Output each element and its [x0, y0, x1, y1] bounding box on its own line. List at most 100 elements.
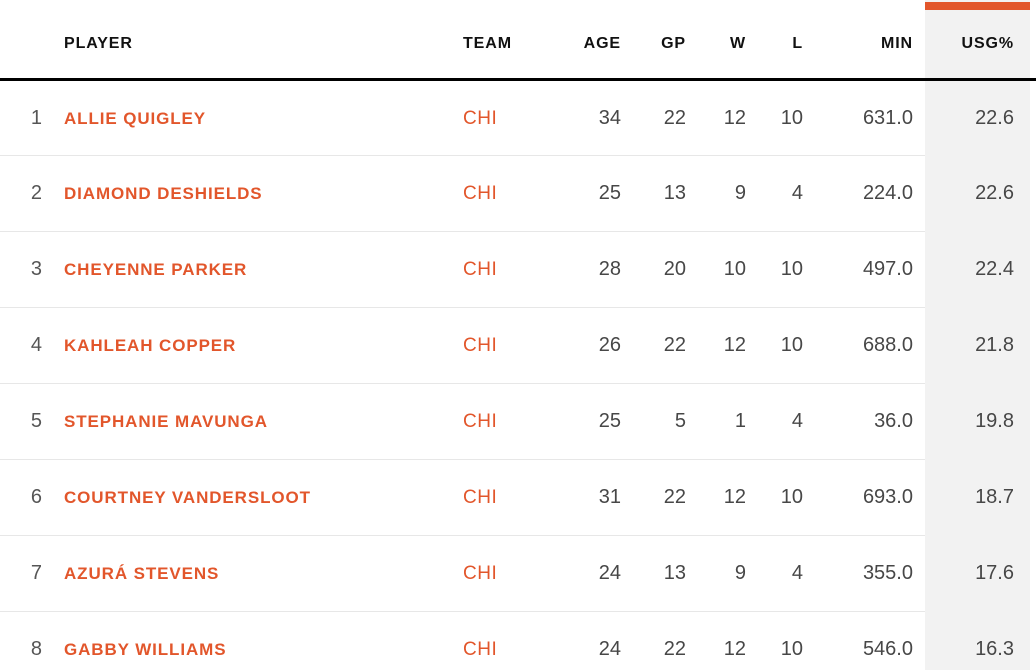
team-cell: CHI	[447, 383, 525, 460]
player-link[interactable]: DIAMOND DESHIELDS	[64, 184, 263, 203]
gp-cell: 20	[621, 231, 686, 308]
w-cell: 12	[686, 459, 746, 536]
min-cell: 688.0	[803, 307, 925, 384]
min-cell: 546.0	[862, 638, 913, 661]
usg-cell: 21.8	[925, 307, 1030, 384]
header-spacer	[1030, 0, 1036, 81]
player-link[interactable]: ALLIE QUIGLEY	[64, 108, 207, 128]
team-cell: CHI	[447, 612, 525, 670]
rank-cell: 6	[0, 459, 42, 536]
age-cell: 24	[598, 638, 621, 661]
team-link[interactable]: CHI	[463, 563, 498, 584]
row-spacer	[1030, 155, 1036, 232]
column-header-w[interactable]: W	[686, 0, 746, 81]
player-link[interactable]: STEPHANIE MAVUNGA	[64, 412, 268, 431]
table-row: 2 DIAMOND DESHIELDS CHI 25 13 9 4 224.0 …	[0, 155, 1036, 232]
min-cell: 693.0	[803, 459, 925, 536]
age-cell: 25	[525, 155, 621, 232]
table-row: 6 COURTNEY VANDERSLOOT CHI 31 22 12 10 6…	[0, 459, 1036, 536]
team-cell: CHI	[447, 79, 525, 156]
l-cell: 4	[746, 155, 803, 232]
w-cell: 1	[686, 383, 746, 460]
column-header-team[interactable]: TEAM	[447, 0, 525, 81]
gp-cell: 5	[621, 383, 686, 460]
player-cell: COURTNEY VANDERSLOOT	[42, 459, 447, 536]
age-cell: 34	[525, 79, 621, 156]
player-cell: DIAMOND DESHIELDS	[42, 155, 447, 232]
l-cell: 10	[746, 231, 803, 308]
gp-cell: 13	[621, 155, 686, 232]
header-row: PLAYER TEAM AGE GP W L MIN USG%	[0, 0, 1036, 81]
player-link[interactable]: AZURÁ STEVENS	[64, 564, 220, 583]
row-spacer	[1030, 79, 1036, 156]
min-cell: 497.0	[803, 231, 925, 308]
column-header-l[interactable]: L	[746, 0, 803, 81]
gp-cell: 22	[621, 307, 686, 384]
team-link[interactable]: CHI	[463, 259, 498, 280]
table-row: 4 KAHLEAH COPPER CHI 26 22 12 10 688.0 2…	[0, 307, 1036, 384]
row-spacer	[1030, 383, 1036, 460]
table-row: 5 STEPHANIE MAVUNGA CHI 25 5 1 4 36.0 19…	[0, 383, 1036, 460]
usg-cell: 17.6	[925, 535, 1030, 612]
row-spacer	[1030, 459, 1036, 536]
table-row: 7 AZURÁ STEVENS CHI 24 13 9 4 355.0 17.6	[0, 535, 1036, 612]
min-cell: 36.0	[803, 383, 925, 460]
usg-cell: 22.6	[925, 155, 1030, 232]
team-link[interactable]: CHI	[463, 107, 498, 129]
usg-cell: 22.6	[925, 79, 1030, 156]
row-spacer	[1030, 307, 1036, 384]
rank-cell: 8	[30, 638, 42, 661]
team-link[interactable]: CHI	[463, 487, 498, 508]
rank-cell: 3	[0, 231, 42, 308]
usg-cell: 16.3	[925, 611, 1030, 670]
player-cell: GABBY WILLIAMS	[42, 612, 447, 670]
rank-cell: 5	[0, 383, 42, 460]
player-cell: ALLIE QUIGLEY	[42, 79, 447, 156]
team-link[interactable]: CHI	[463, 335, 498, 356]
rank-cell: 2	[0, 155, 42, 232]
gp-cell: 22	[663, 638, 686, 661]
rank-cell: 1	[0, 79, 42, 156]
w-cell: 9	[686, 535, 746, 612]
player-cell: AZURÁ STEVENS	[42, 535, 447, 612]
age-cell: 31	[525, 459, 621, 536]
team-link[interactable]: CHI	[463, 411, 498, 432]
usg-cell: 19.8	[925, 383, 1030, 460]
w-cell: 12	[686, 307, 746, 384]
team-link[interactable]: CHI	[463, 183, 498, 204]
min-cell: 224.0	[803, 155, 925, 232]
column-header-gp[interactable]: GP	[621, 0, 686, 81]
usg-column-sort-highlight-bar	[925, 2, 1030, 10]
table-row: 8 GABBY WILLIAMS CHI 24 22 12 10 546.0 1…	[0, 611, 1036, 670]
column-header-usg[interactable]: USG%	[925, 0, 1030, 81]
player-link[interactable]: GABBY WILLIAMS	[64, 640, 227, 660]
l-cell: 10	[746, 79, 803, 156]
age-cell: 26	[525, 307, 621, 384]
row-spacer	[1030, 611, 1036, 670]
age-cell: 24	[525, 535, 621, 612]
w-cell: 12	[686, 79, 746, 156]
team-cell: CHI	[447, 231, 525, 308]
row-spacer	[1030, 535, 1036, 612]
usg-cell: 22.4	[925, 231, 1030, 308]
row-spacer	[1030, 231, 1036, 308]
gp-cell: 13	[621, 535, 686, 612]
team-cell: CHI	[447, 155, 525, 232]
w-cell: 12	[723, 638, 746, 661]
rank-cell: 4	[0, 307, 42, 384]
l-cell: 10	[780, 638, 803, 661]
table-row: 1 ALLIE QUIGLEY CHI 34 22 12 10 631.0 22…	[0, 79, 1036, 156]
player-link[interactable]: COURTNEY VANDERSLOOT	[64, 488, 311, 507]
player-link[interactable]: KAHLEAH COPPER	[64, 336, 237, 355]
column-header-min[interactable]: MIN	[803, 0, 925, 81]
player-link[interactable]: CHEYENNE PARKER	[64, 260, 248, 279]
column-header-player[interactable]: PLAYER	[42, 0, 447, 81]
usg-cell: 18.7	[925, 459, 1030, 536]
l-cell: 10	[746, 307, 803, 384]
min-cell: 355.0	[803, 535, 925, 612]
team-link[interactable]: CHI	[463, 639, 498, 661]
column-header-age[interactable]: AGE	[525, 0, 621, 81]
rank-cell: 7	[0, 535, 42, 612]
